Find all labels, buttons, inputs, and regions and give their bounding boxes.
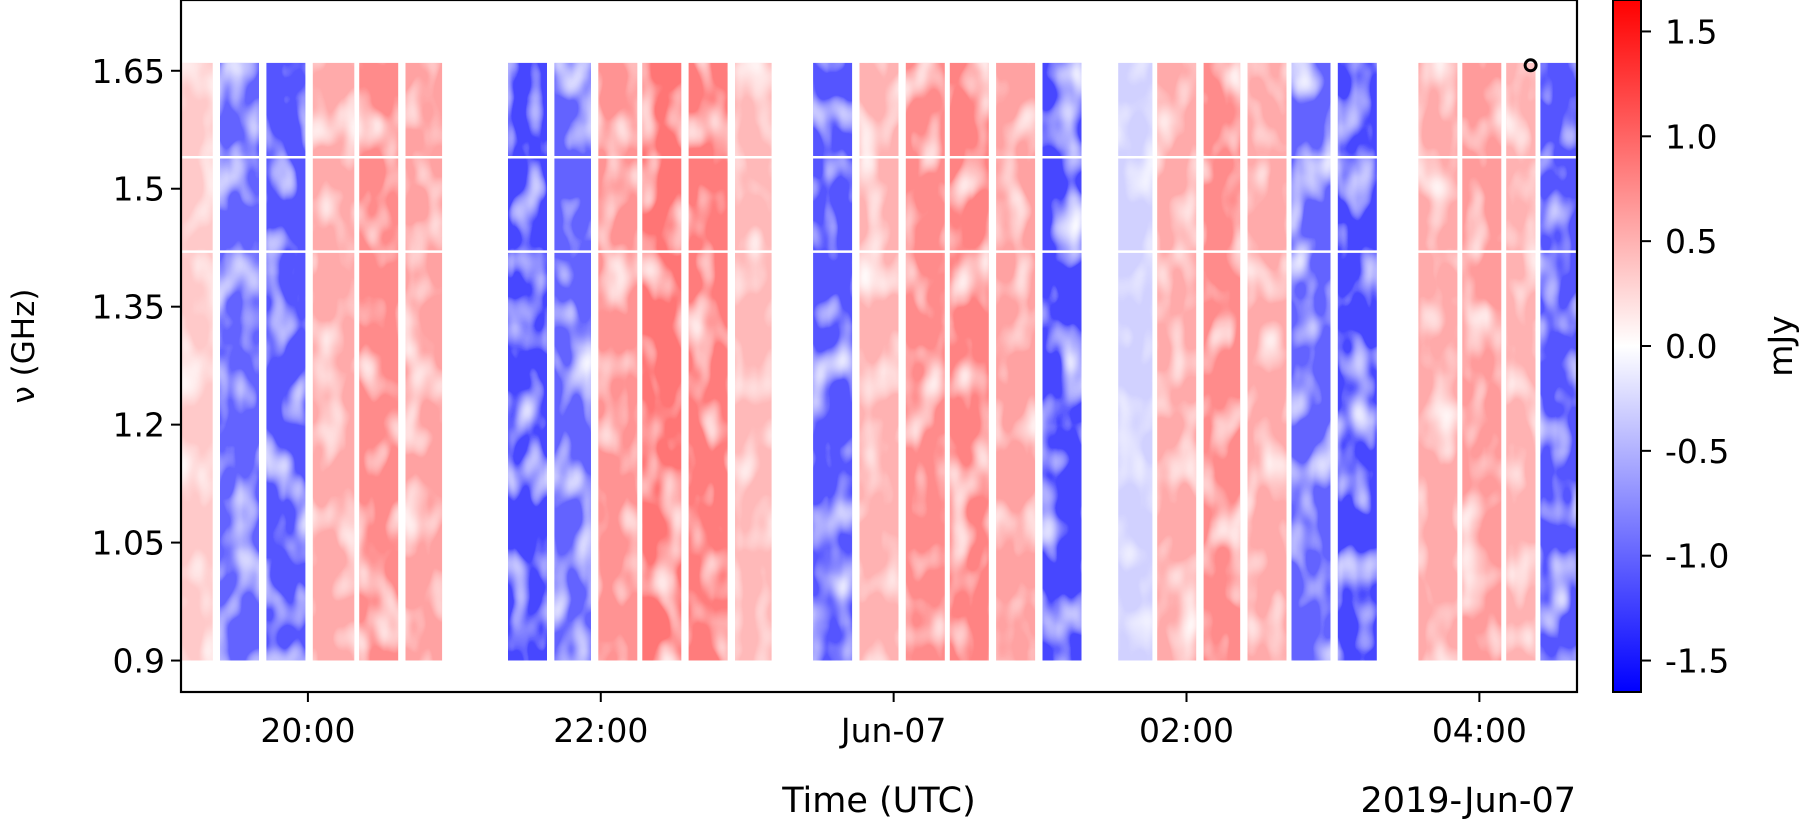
y-tick-label: 1.5 [113,170,165,209]
marker-layer [1523,58,1538,73]
x-tick-label: Jun-07 [839,711,946,750]
colorbar-axis: 1.5 1.0 0.5 0.0 -0.5 -1.0 -1.5 [1641,12,1729,681]
colorbar-tick-label: 0.0 [1665,327,1717,366]
x-tick-label: 02:00 [1139,711,1234,750]
flagged-channels [181,156,1577,253]
y-tick-label: 1.2 [113,406,165,445]
scan-column [405,62,443,661]
colorbar-tick-label: 1.5 [1665,12,1717,51]
scan-column [359,62,399,661]
scan-column [1506,62,1536,661]
x-offset-label: 2019-Jun-07 [1360,781,1576,821]
position-marker [1523,58,1538,73]
scan-column [1462,62,1502,661]
colorbar-tick-label: -0.5 [1665,432,1729,471]
scan-column [1291,62,1331,661]
colorbar [1612,0,1642,693]
scan-column [1203,62,1241,661]
scan-column [859,62,899,661]
scan-column [312,62,355,661]
scan-column [1540,62,1577,661]
y-tick-label: 1.35 [92,288,165,327]
x-tick-label: 04:00 [1432,711,1527,750]
y-tick-label: 1.65 [92,52,165,91]
scan-column [266,62,306,661]
y-tick-label: 0.9 [113,642,165,681]
x-tick-label: 20:00 [260,711,355,750]
y-axis-label: ν (GHz) [6,289,42,404]
scan-column [1418,62,1458,661]
scan-column [1118,62,1153,661]
colorbar-tick-label: 1.0 [1665,117,1717,156]
scan-column [688,62,728,661]
scan-column [1042,62,1082,661]
plot-frame [179,0,1579,694]
scan-column [1337,62,1377,661]
scan-column [996,62,1036,661]
colorbar-tick-label: -1.0 [1665,537,1729,576]
scan-column [220,62,259,661]
scan-column [813,62,853,661]
scan-column [181,62,213,661]
scan-column [1157,62,1197,661]
scan-column [508,62,547,661]
scan-column [735,62,772,661]
x-tick-label: 22:00 [553,711,648,750]
colorbar-tick-label: 0.5 [1665,222,1717,261]
colorbar-label: mJy [1761,315,1800,376]
scan-column [554,62,591,661]
y-tick-label: 1.05 [92,524,165,563]
scan-column [598,62,638,661]
x-axis-label: Time (UTC) [781,781,975,821]
scan-column [905,62,945,661]
y-axis: 0.9 1.05 1.2 1.35 1.5 1.65 [92,52,181,681]
x-axis: 20:00 22:00 Jun-07 02:00 04:00 [260,692,1527,750]
scan-column [1247,62,1287,661]
scan-column [642,62,682,661]
colorbar-tick-label: -1.5 [1665,642,1729,681]
scan-column [949,62,989,661]
scan-columns [181,62,1577,661]
